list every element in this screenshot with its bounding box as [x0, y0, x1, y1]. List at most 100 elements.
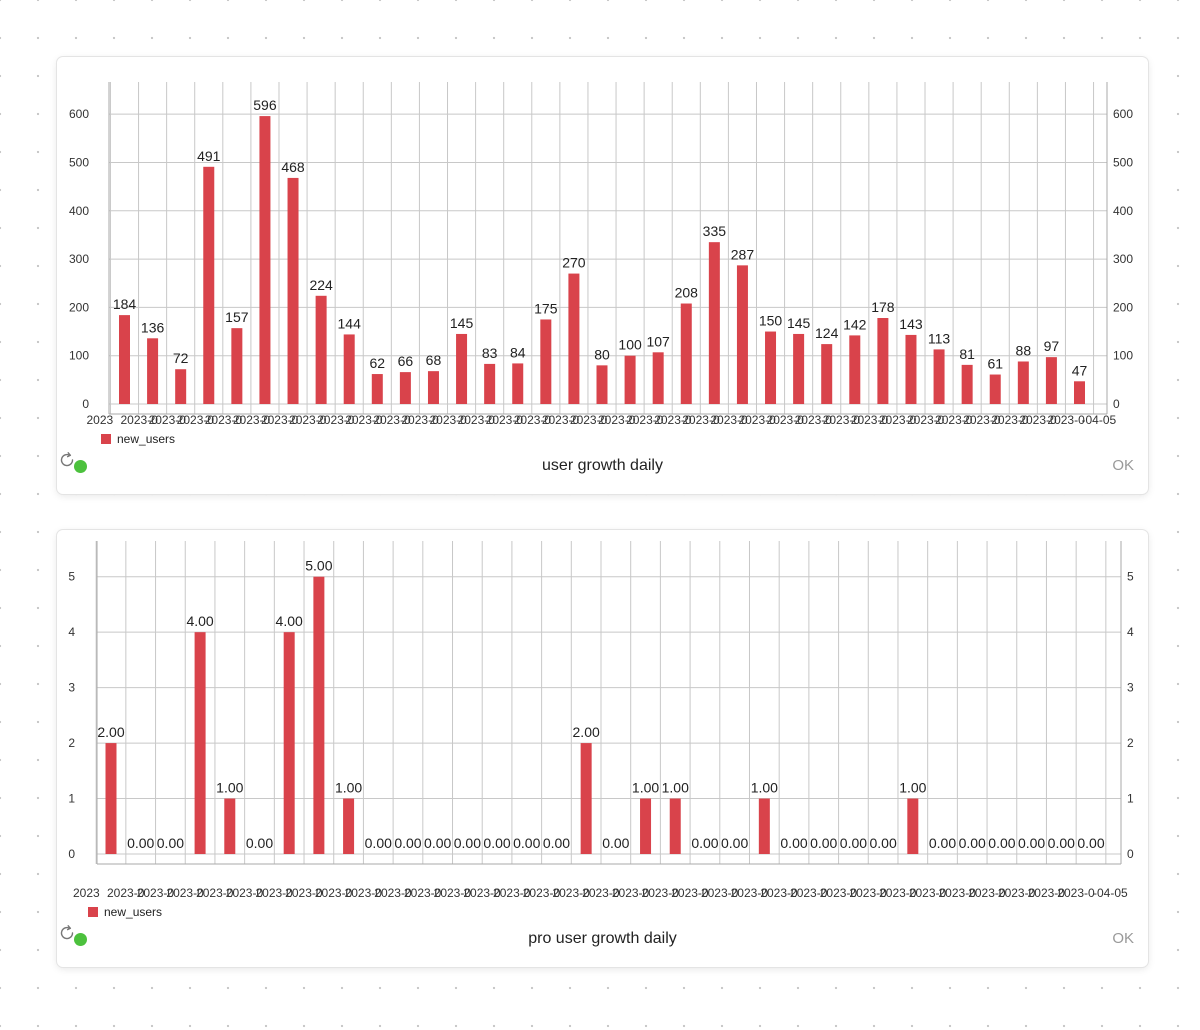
data-label: 62 [370, 355, 386, 371]
data-label: 143 [899, 316, 923, 332]
bar [933, 349, 945, 404]
y-tick-label-left: 500 [69, 155, 89, 169]
data-label: 0.00 [1048, 835, 1075, 851]
data-label: 1.00 [662, 780, 689, 796]
y-tick-label-left: 1 [68, 792, 75, 806]
data-label: 0.00 [780, 835, 807, 851]
bar [259, 116, 271, 404]
bar [989, 374, 1001, 404]
x-tick-label: 2023-0 [233, 413, 271, 427]
y-tick-label-left: 600 [69, 107, 89, 121]
data-label: 0.00 [1018, 835, 1045, 851]
data-label: 145 [450, 315, 474, 331]
y-tick-label-right: 500 [1113, 155, 1133, 169]
x-tick-label: 2023-0 [542, 413, 580, 427]
x-tick-label: 2023-0 [991, 413, 1029, 427]
data-label: 72 [173, 350, 189, 366]
bar [105, 743, 117, 854]
x-tick-label: 2023-0 [909, 886, 947, 900]
x-tick-label: 2023-0 [767, 413, 805, 427]
data-label: 88 [1016, 342, 1032, 358]
data-label: 157 [225, 309, 249, 325]
x-tick-label: 2023-0 [998, 886, 1036, 900]
y-tick-label-left: 200 [69, 300, 89, 314]
status-dot-icon [74, 933, 87, 946]
user-growth-chart: 0 0 100 100 200 200 300 300 400 400 500 500 600 600 18… [69, 82, 1133, 427]
x-tick-label: 2023-0 [701, 886, 739, 900]
data-label: 2.00 [573, 724, 600, 740]
x-tick-label: 2023-0 [849, 886, 887, 900]
x-tick-label: 2023-0 [598, 413, 636, 427]
x-tick-label: 2023-0 [582, 886, 620, 900]
bar [1045, 357, 1057, 404]
x-tick-label: 2023-0 [1019, 413, 1057, 427]
data-label: 0.00 [929, 835, 956, 851]
bar [961, 364, 973, 404]
bar [736, 265, 748, 404]
x-tick-label: 2023-0 [196, 886, 234, 900]
data-label: 80 [594, 346, 610, 362]
data-label: 97 [1044, 338, 1060, 354]
data-label: 491 [197, 148, 221, 164]
data-label: 1.00 [899, 780, 926, 796]
user-growth-panel: 0 0 100 100 200 200 300 300 400 400 500 500 600 600 18… [57, 57, 1148, 494]
bar [568, 273, 580, 404]
data-label: 0.00 [127, 835, 154, 851]
x-tick-label: 2023-0 [760, 886, 798, 900]
bar [596, 365, 608, 404]
status-label: OK [1112, 457, 1134, 474]
data-label: 2.00 [97, 724, 124, 740]
data-label: 0.00 [365, 835, 392, 851]
bar [427, 371, 439, 404]
bar [175, 369, 187, 404]
data-label: 0.00 [454, 835, 481, 851]
data-label: 596 [253, 97, 277, 113]
data-label: 335 [703, 223, 727, 239]
bar [793, 333, 805, 404]
x-tick-label: 2023-0 [823, 413, 861, 427]
x-tick-label: 2023-0 [907, 413, 945, 427]
x-tick-label: 2023-0 [570, 413, 608, 427]
x-tick-label: 2023-0 [879, 413, 917, 427]
panel-footer: pro user growth daily OK [57, 923, 1148, 967]
data-label: 0.00 [424, 835, 451, 851]
y-tick-label-left: 0 [68, 847, 75, 861]
x-tick-label: 2023-0 [463, 886, 501, 900]
chart-legend[interactable]: new_users [101, 432, 175, 446]
y-tick-label-right: 5 [1127, 570, 1134, 584]
refresh-icon[interactable] [57, 450, 77, 470]
data-label: 0.00 [394, 835, 421, 851]
x-tick-label: 2023-0 [851, 413, 889, 427]
chart-legend[interactable]: new_users [88, 905, 162, 919]
y-tick-label-right: 600 [1113, 107, 1133, 121]
refresh-icon[interactable] [57, 923, 77, 943]
data-label: 47 [1072, 362, 1088, 378]
data-label: 1.00 [751, 780, 778, 796]
y-tick-label-left: 100 [69, 349, 89, 363]
x-tick-label: 2023-0 [968, 886, 1006, 900]
data-label: 0.00 [483, 835, 510, 851]
data-label: 0.00 [959, 835, 986, 851]
x-tick-label: 2023-0 [514, 413, 552, 427]
x-tick-label: 2023-0 [552, 886, 590, 900]
x-tick-label: -04-05 [1082, 413, 1117, 427]
bar [283, 632, 295, 854]
data-label: 144 [338, 315, 362, 331]
legend-swatch [101, 434, 111, 444]
x-tick-label: 2023-0 [879, 886, 917, 900]
x-tick-label: 2023-0 [345, 886, 383, 900]
data-label: 1.00 [335, 780, 362, 796]
y-tick-label-left: 2 [68, 736, 75, 750]
x-tick-label: 2023-0 [682, 413, 720, 427]
data-label: 83 [482, 345, 498, 361]
bar [652, 352, 664, 404]
y-tick-label-right: 200 [1113, 300, 1133, 314]
data-label: 136 [141, 319, 165, 335]
x-tick-label: 2023-0 [795, 413, 833, 427]
x-tick-label: 2023-0 [493, 886, 531, 900]
data-label: 0.00 [246, 835, 273, 851]
data-label: 107 [646, 333, 670, 349]
bar [119, 315, 130, 404]
panel-title: pro user growth daily [528, 930, 677, 947]
x-tick-label: 2023-0 [226, 886, 264, 900]
